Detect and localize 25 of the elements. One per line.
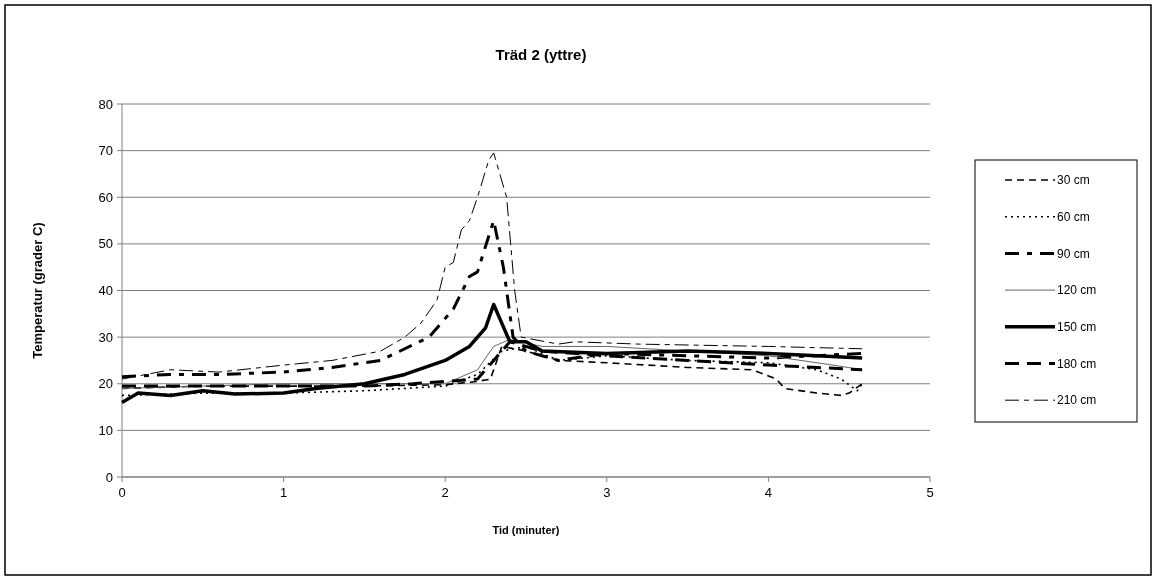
legend-label: 150 cm [1057,320,1097,334]
y-tick-label: 40 [98,283,113,299]
legend-label: 90 cm [1057,246,1090,261]
x-axis-title: Tid (minuter) [492,524,560,536]
y-tick-label: 70 [98,143,113,159]
legend-label: 30 cm [1057,173,1090,188]
x-tick-label: 3 [603,485,611,500]
y-tick-label: 20 [98,376,113,392]
legend-label: 180 cm [1057,356,1097,371]
y-tick-label: 50 [98,236,113,252]
legend-label: 210 cm [1057,393,1097,408]
legend-label: 120 cm [1057,283,1097,298]
y-tick-label: 0 [105,469,113,485]
x-tick-label: 0 [118,485,126,500]
x-tick-label: 4 [764,485,773,500]
y-axis-title: Temperatur (grader C) [30,222,45,359]
x-tick-label: 1 [279,485,288,500]
y-tick-label: 30 [98,329,113,345]
y-tick-label: 80 [98,96,113,112]
x-tick-label: 2 [441,485,449,500]
chart-title: Träd 2 (yttre) [495,46,587,63]
legend-label: 60 cm [1057,209,1090,224]
x-tick-label: 5 [926,485,934,500]
y-tick-label: 60 [98,189,113,205]
y-tick-label: 10 [98,422,113,438]
